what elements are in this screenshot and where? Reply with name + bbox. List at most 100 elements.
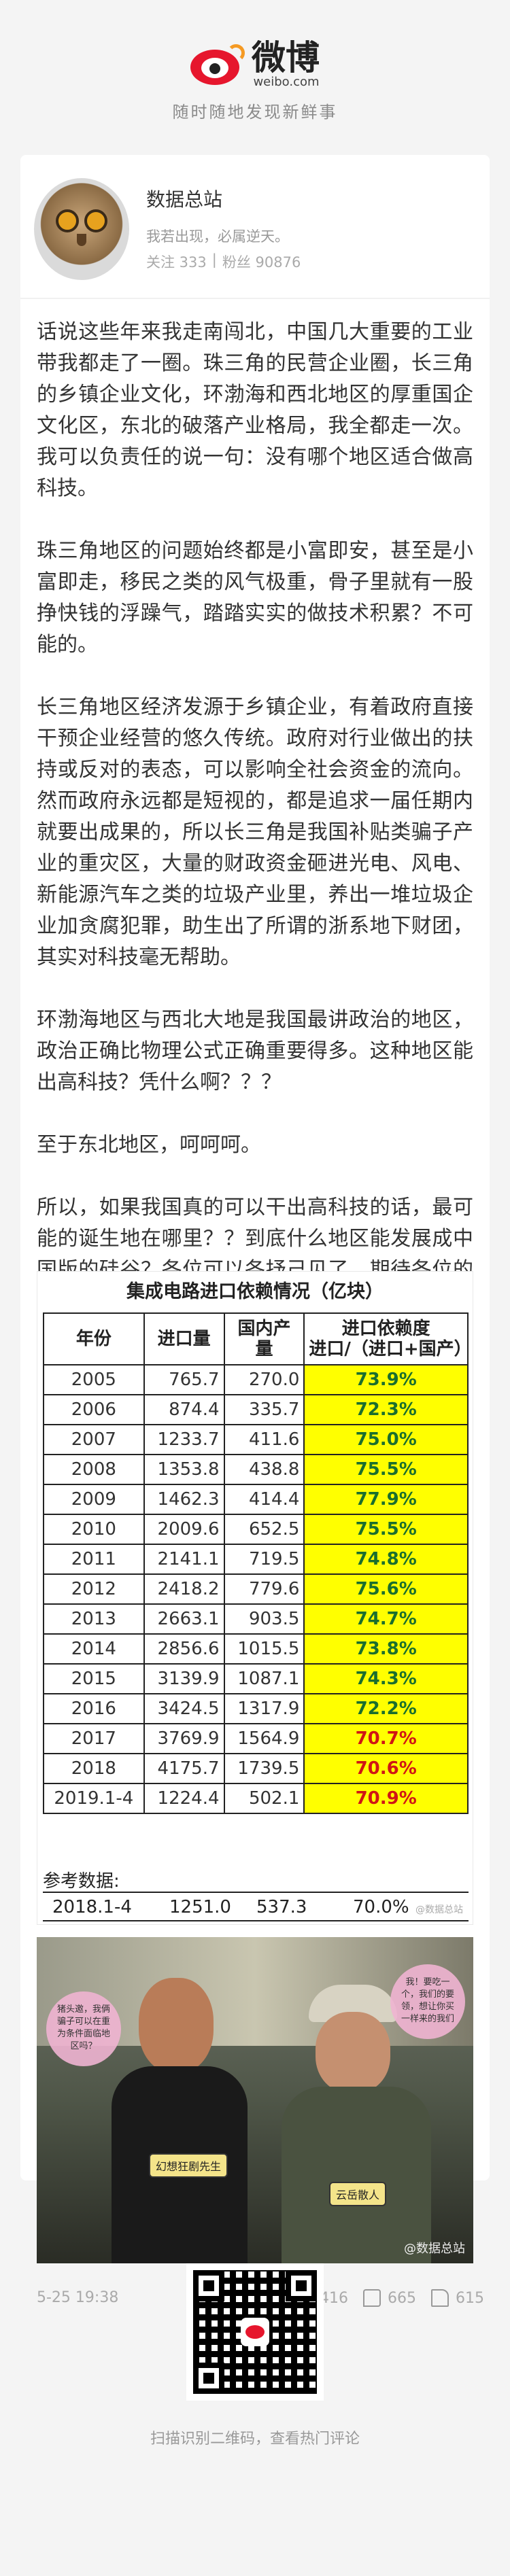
table-row: 2007 1233.7 411.6 75.0%: [43, 1424, 469, 1455]
header-ratio: 进口依赖度 进口/（进口+国产）: [303, 1312, 472, 1365]
post-paragraph: 话说这些年来我走南闯北，中国几大重要的工业带我都走了一圈。珠三角的民营企业圈，长…: [37, 320, 473, 500]
header-domestic: 国内产量: [223, 1312, 305, 1365]
brand-name: 微博: [252, 38, 320, 77]
table-row: 2012 2418.2 779.6 75.6%: [43, 1573, 469, 1605]
person-right: [282, 1985, 431, 2263]
table-row: 2008 1353.8 438.8 75.5%: [43, 1454, 469, 1485]
table-row: 2017 3769.9 1564.9 70.7%: [43, 1723, 469, 1754]
cell-ratio: 73.9%: [303, 1364, 469, 1395]
table-row: 2015 3139.9 1087.1 74.3%: [43, 1663, 469, 1694]
cell-year: 2015: [43, 1663, 145, 1694]
cell-import: 4175.7: [143, 1753, 225, 1784]
cell-year: 2005: [43, 1364, 145, 1395]
cell-domestic: 903.5: [223, 1603, 305, 1635]
cell-year: 2007: [43, 1424, 145, 1455]
cell-import: 2856.6: [143, 1633, 225, 1665]
post-paragraph: 环渤海地区与西北大地是我国最讲政治的地区，政治正确比物理公式正确重要得多。这种地…: [37, 1008, 473, 1094]
cell-domestic: 719.5: [223, 1544, 305, 1575]
weibo-logo-icon: [241, 2318, 269, 2346]
table-watermark: @数据总站: [415, 1904, 463, 1915]
cell-year: 2014: [43, 1633, 145, 1665]
cell-import: 2418.2: [143, 1573, 225, 1605]
header-ratio-line2: 进口/（进口+国产）: [309, 1339, 472, 1359]
speech-bubble-left: 猪头邀，我俩骗子可以在重为条件面临地区吗？: [46, 1991, 121, 2066]
table-row: 2010 2009.6 652.5 75.5%: [43, 1514, 469, 1545]
cell-import: 1224.4: [143, 1783, 225, 1814]
weibo-logo-icon: [190, 43, 245, 86]
name-sign-right: 云岳散人: [329, 2182, 387, 2206]
cell-domestic: 270.0: [223, 1364, 305, 1395]
divider: [20, 298, 490, 299]
cell-year: 2019.1-4: [43, 1783, 145, 1814]
follow-count: 关注 333: [146, 254, 207, 271]
name-sign-left: 幻想狂剧先生: [149, 2153, 228, 2178]
cell-ratio: 73.8%: [303, 1633, 469, 1665]
cell-import: 2009.6: [143, 1514, 225, 1545]
cell-ratio: 70.6%: [303, 1753, 469, 1784]
cell-domestic: 1564.9: [223, 1723, 305, 1754]
import-dependency-table: 年份 进口量 国内产量 进口依赖度 进口/（进口+国产） 2005 765.7 27…: [43, 1312, 472, 1814]
cell-domestic: 652.5: [223, 1514, 305, 1545]
cell-import: 3139.9: [143, 1663, 225, 1694]
repost-count: 416: [320, 2289, 348, 2307]
post-paragraph: 长三角地区经济发源于乡镇企业，有着政府直接干预企业经营的悠久传统。政府对行业做出…: [37, 695, 473, 969]
profile-stats: 关注 333 | 粉丝 90876: [146, 251, 301, 272]
reference-year: 2018.1-4: [52, 1897, 132, 1917]
brand-header: 微博 weibo.com 随时随地发现新鲜事: [0, 41, 510, 122]
photo-watermark: @数据总站: [404, 2242, 465, 2256]
reference-import: 1251.0: [169, 1897, 231, 1917]
table-row: 2009 1462.3 414.4 77.9%: [43, 1484, 469, 1515]
profile-name[interactable]: 数据总站: [146, 188, 223, 211]
speech-bubble-right: 我！要吃一个，我们的要领，想让你买一样来的我们: [390, 1964, 465, 2039]
profile-description: 我若出现，必属逆天。: [146, 228, 289, 245]
cell-import: 874.4: [143, 1394, 225, 1425]
comment-icon: [363, 2289, 381, 2307]
person-left: [112, 1978, 248, 2263]
cell-year: 2012: [43, 1573, 145, 1605]
thumbs-up-icon: [431, 2289, 449, 2307]
table-row: 2014 2856.6 1015.5 73.8%: [43, 1633, 469, 1665]
cell-year: 2009: [43, 1484, 145, 1515]
cell-year: 2016: [43, 1693, 145, 1724]
cell-ratio: 72.2%: [303, 1693, 469, 1724]
table-title: 集成电路进口依赖情况（亿块）: [126, 1281, 384, 1302]
post-paragraph: 至于东北地区，呵呵呵。: [37, 1133, 261, 1157]
table-image[interactable]: 集成电路进口依赖情况（亿块） 年份 进口量 国内产量 进口依赖度 进口/（进口+…: [37, 1271, 473, 1925]
cell-ratio: 75.5%: [303, 1514, 469, 1545]
table-row: 2018 4175.7 1739.5 70.6%: [43, 1753, 469, 1784]
table-row: 2016 3424.5 1317.9 72.2%: [43, 1693, 469, 1724]
cell-domestic: 1015.5: [223, 1633, 305, 1665]
cell-year: 2017: [43, 1723, 145, 1754]
post-paragraph: 珠三角地区的问题始终都是小富即安，甚至是小富即走，移民之类的风气极重，骨子里就有…: [37, 539, 473, 657]
cell-domestic: 1317.9: [223, 1693, 305, 1724]
qr-code[interactable]: [186, 2263, 324, 2401]
table-row: 2013 2663.1 903.5 74.7%: [43, 1603, 469, 1635]
post-card: 数据总站 我若出现，必属逆天。 关注 333 | 粉丝 90876 话说这些年来…: [20, 155, 490, 2307]
like-button[interactable]: 615: [431, 2289, 484, 2307]
cell-domestic: 502.1: [223, 1783, 305, 1814]
cell-ratio: 74.7%: [303, 1603, 469, 1635]
comment-button[interactable]: 665: [363, 2289, 416, 2307]
profile-header[interactable]: 数据总站 我若出现，必属逆天。 关注 333 | 粉丝 90876: [20, 171, 490, 287]
avatar[interactable]: [34, 178, 129, 280]
cell-ratio: 77.9%: [303, 1484, 469, 1515]
cell-domestic: 1087.1: [223, 1663, 305, 1694]
cell-domestic: 335.7: [223, 1394, 305, 1425]
cell-import: 3424.5: [143, 1693, 225, 1724]
cell-year: 2011: [43, 1544, 145, 1575]
cell-ratio: 75.5%: [303, 1454, 469, 1485]
cell-year: 2018: [43, 1753, 145, 1784]
brand-url: weibo.com: [253, 75, 320, 89]
cell-ratio: 74.3%: [303, 1663, 469, 1694]
cell-import: 2663.1: [143, 1603, 225, 1635]
photo-image[interactable]: 幻想狂剧先生 云岳散人 猪头邀，我俩骗子可以在重为条件面临地区吗？ 我！要吃一个…: [37, 1937, 473, 2263]
cell-domestic: 779.6: [223, 1573, 305, 1605]
post-date: 5-25 19:38: [37, 2289, 119, 2306]
cell-import: 3769.9: [143, 1723, 225, 1754]
header-import: 进口量: [143, 1312, 225, 1365]
cell-import: 2141.1: [143, 1544, 225, 1575]
header-year: 年份: [43, 1312, 145, 1365]
cell-ratio: 72.3%: [303, 1394, 469, 1425]
cell-domestic: 414.4: [223, 1484, 305, 1515]
cell-year: 2013: [43, 1603, 145, 1635]
